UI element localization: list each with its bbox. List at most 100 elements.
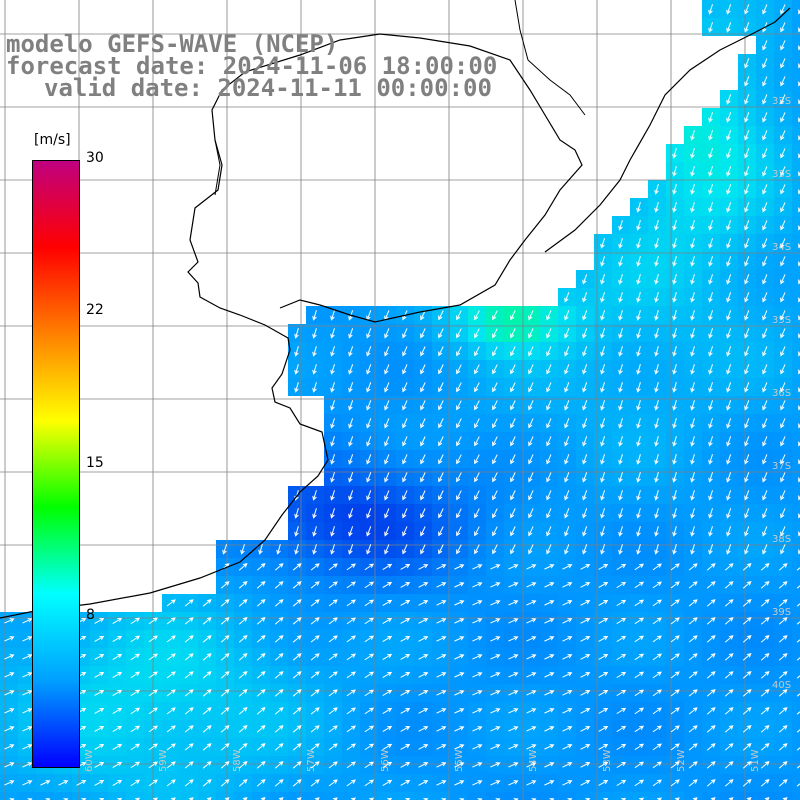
wind-cell xyxy=(792,702,800,720)
wind-arrow xyxy=(744,310,750,321)
wind-arrow xyxy=(636,346,641,357)
wind-arrow xyxy=(582,292,588,303)
wind-arrow xyxy=(780,58,786,69)
wind-arrow xyxy=(274,599,284,607)
wind-arrow xyxy=(348,490,354,501)
wind-arrow xyxy=(780,22,786,33)
wind-arrow xyxy=(438,328,444,339)
wind-arrow xyxy=(508,744,519,750)
wind-arrow xyxy=(618,238,623,249)
wind-arrow xyxy=(4,636,15,642)
wind-arrow xyxy=(762,490,768,501)
wind-arrow xyxy=(328,617,338,625)
wind-arrow xyxy=(472,672,483,678)
wind-arrow xyxy=(274,779,284,787)
wind-arrow xyxy=(258,544,263,555)
wind-arrow xyxy=(384,508,390,519)
wind-arrow xyxy=(688,563,698,571)
wind-arrow xyxy=(762,526,768,537)
wind-arrow xyxy=(166,653,176,661)
wind-cell xyxy=(792,756,800,774)
wind-arrow xyxy=(708,112,714,123)
wind-arrow xyxy=(636,526,641,537)
wind-arrow xyxy=(636,202,641,213)
wind-arrow xyxy=(384,400,390,411)
wind-arrow xyxy=(598,672,609,678)
wind-arrow xyxy=(510,310,516,321)
wind-arrow xyxy=(238,635,248,643)
wind-arrow xyxy=(202,599,212,607)
wind-arrow xyxy=(454,654,465,660)
wind-arrow xyxy=(76,780,87,786)
wind-arrow xyxy=(618,400,623,411)
wind-arrow xyxy=(742,599,752,607)
wind-arrow xyxy=(672,220,677,231)
wind-arrow xyxy=(366,454,372,465)
wind-arrow xyxy=(384,490,390,501)
wind-arrow xyxy=(726,346,732,357)
wind-arrow xyxy=(346,689,356,697)
wind-arrow xyxy=(544,672,555,678)
wind-cell xyxy=(252,792,270,800)
wind-arrow xyxy=(692,797,698,800)
colorbar-tick-30: 30 xyxy=(86,150,104,166)
wind-arrow xyxy=(670,617,680,625)
wind-arrow xyxy=(526,600,537,606)
wind-arrow xyxy=(224,797,230,800)
wind-arrow xyxy=(562,780,573,786)
wind-arrow xyxy=(582,328,588,339)
wind-arrow xyxy=(580,780,591,786)
wind-arrow xyxy=(274,689,284,697)
wind-arrow xyxy=(688,779,698,787)
wind-arrow xyxy=(528,418,534,429)
wind-arrow xyxy=(472,690,483,696)
wind-arrow xyxy=(544,600,555,606)
wind-arrow xyxy=(724,779,734,787)
wind-arrow xyxy=(672,400,677,411)
wind-arrow xyxy=(780,130,786,141)
wind-arrow xyxy=(780,76,786,87)
wind-cell xyxy=(414,792,432,800)
wind-arrow xyxy=(762,544,768,555)
wind-arrow xyxy=(690,418,695,429)
wind-arrow xyxy=(652,743,662,751)
wind-arrow xyxy=(780,400,786,411)
wind-arrow xyxy=(744,346,750,357)
wind-arrow xyxy=(778,635,788,643)
wind-arrow xyxy=(418,672,429,678)
wind-arrow xyxy=(166,725,176,733)
wind-arrow xyxy=(148,779,158,787)
wind-arrow xyxy=(206,797,212,800)
wind-arrow xyxy=(148,761,158,769)
wind-arrow xyxy=(454,564,465,570)
wind-arrow xyxy=(364,671,375,679)
wind-arrow xyxy=(742,761,752,769)
wind-arrow xyxy=(742,653,752,661)
coastline xyxy=(0,33,583,619)
wind-arrow xyxy=(778,599,788,607)
wind-cell xyxy=(792,486,800,504)
wind-arrow xyxy=(582,346,588,357)
wind-arrow xyxy=(780,454,786,465)
wind-arrow xyxy=(310,563,320,571)
wind-arrow xyxy=(166,671,176,679)
wind-arrow xyxy=(312,346,317,357)
wind-arrow xyxy=(726,4,732,15)
wind-arrow xyxy=(726,436,732,447)
wind-arrow xyxy=(420,544,426,555)
wind-arrow xyxy=(346,635,356,643)
forecast-date: forecast date: 2024-11-06 18:00:00 xyxy=(6,52,498,80)
wind-cell xyxy=(792,594,800,612)
wind-arrow xyxy=(780,238,786,249)
wind-arrow xyxy=(618,220,623,231)
wind-arrow xyxy=(170,797,176,800)
wind-arrow xyxy=(706,599,716,607)
wind-arrow xyxy=(436,762,447,768)
wind-arrow xyxy=(618,454,623,465)
wind-arrow xyxy=(634,653,645,661)
wind-arrow xyxy=(688,581,698,589)
wind-arrow xyxy=(690,328,695,339)
wind-arrow xyxy=(58,780,69,786)
wind-arrow xyxy=(564,382,570,393)
wind-arrow xyxy=(492,418,498,429)
